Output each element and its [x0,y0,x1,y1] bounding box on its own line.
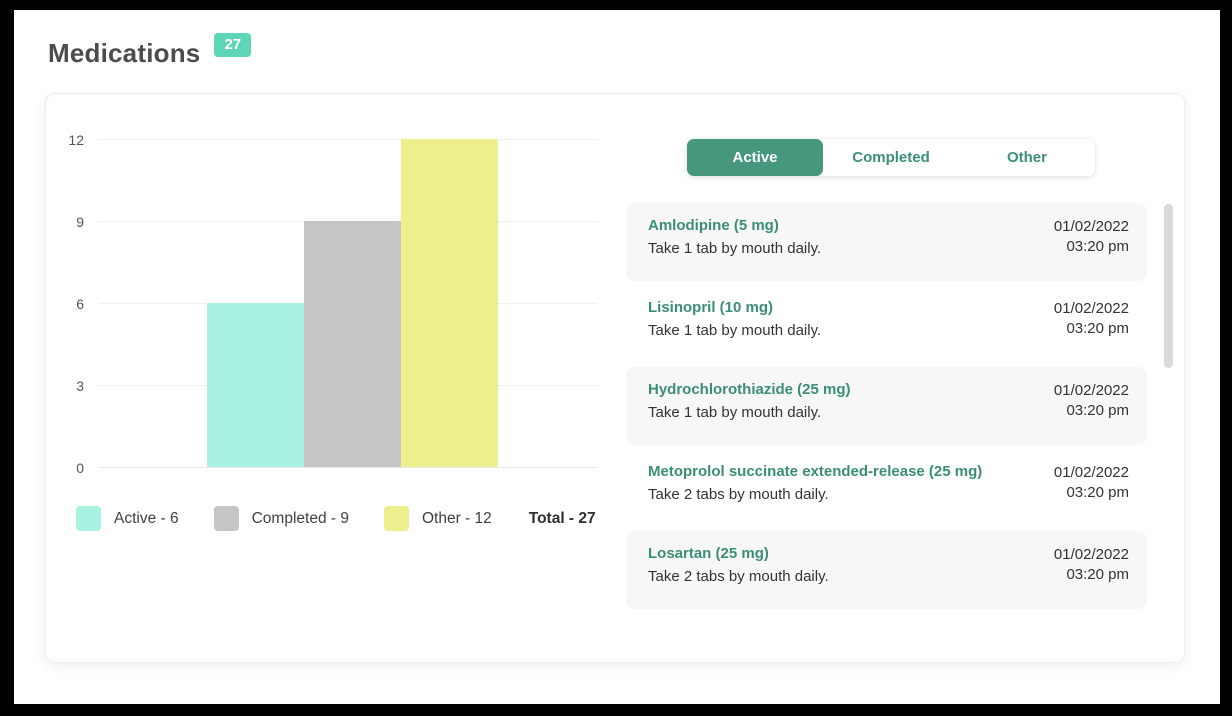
medication-list-item[interactable]: Hydrochlorothiazide (25 mg) Take 1 tab b… [626,367,1147,445]
medications-count-badge: 27 [214,33,252,57]
medication-name[interactable]: Metoprolol succinate extended-release (2… [648,463,983,480]
medication-list: Amlodipine (5 mg) Take 1 tab by mouth da… [626,203,1147,609]
y-tick-label: 9 [76,214,84,230]
medication-info: Losartan (25 mg) Take 2 tabs by mouth da… [648,545,837,609]
legend-swatch-active [76,506,101,531]
legend-item-other: Other - 12 [383,506,492,531]
tab-completed[interactable]: Completed [823,139,959,176]
medication-date: 01/02/2022 [1053,464,1129,481]
medication-name[interactable]: Losartan (25 mg) [648,545,769,562]
medication-date: 01/02/2022 [1053,218,1129,235]
medication-list-item[interactable]: Losartan (25 mg) Take 2 tabs by mouth da… [626,531,1147,609]
medication-name[interactable]: Lisinopril (10 mg) [648,299,774,316]
legend-swatch-other [383,506,409,531]
medication-list-item[interactable]: Metoprolol succinate extended-release (2… [626,449,1147,527]
medication-time: 03:20 pm [1066,402,1129,420]
legend-label: Other - 12 [421,509,492,527]
y-tick-label: 6 [76,296,84,312]
legend-item-active: Active - 6 [76,506,179,531]
medication-instructions: Take 1 tab by mouth daily. [648,240,822,257]
medication-info: Metoprolol succinate extended-release (2… [648,463,990,527]
bar-other [401,139,498,467]
grid-line: 0 [76,460,598,476]
grid-line: 12 [68,132,598,148]
legend-total: Total - 27 [528,509,596,527]
medication-date: 01/02/2022 [1053,300,1129,317]
medication-datetime: 01/02/2022 03:20 pm [1054,381,1129,445]
legend-label: Active - 6 [114,509,179,527]
scrollbar-thumb[interactable] [1164,204,1173,368]
medication-status-tabs: Active Completed Other [687,139,1095,176]
bar-completed [304,221,401,467]
page-title: Medications [48,38,201,68]
medication-info: Amlodipine (5 mg) Take 1 tab by mouth da… [648,217,829,281]
medication-list-item[interactable]: Lisinopril (10 mg) Take 1 tab by mouth d… [626,285,1147,363]
legend-item-completed: Completed - 9 [213,506,349,531]
medication-datetime: 01/02/2022 03:20 pm [1054,463,1129,527]
medication-datetime: 01/02/2022 03:20 pm [1054,545,1129,609]
medication-time: 03:20 pm [1066,238,1129,256]
bar-group [207,139,498,467]
y-tick-label: 3 [76,378,84,394]
medication-list-item[interactable]: Amlodipine (5 mg) Take 1 tab by mouth da… [626,203,1147,281]
page-header: Medications 27 [48,33,252,69]
medication-time: 03:20 pm [1066,566,1129,584]
medication-info: Lisinopril (10 mg) Take 1 tab by mouth d… [648,299,829,363]
legend-swatch-completed [213,506,239,531]
medication-date: 01/02/2022 [1053,382,1129,399]
medication-datetime: 01/02/2022 03:20 pm [1054,217,1129,281]
medication-time: 03:20 pm [1066,484,1129,502]
medication-datetime: 01/02/2022 03:20 pm [1054,299,1129,363]
medication-date: 01/02/2022 [1053,546,1129,563]
legend-label: Completed - 9 [251,509,349,527]
medications-card: 12 9 6 3 0 Active - 6 Completed - 9 Other - … [45,93,1185,663]
medication-time: 03:20 pm [1066,320,1129,338]
tab-active[interactable]: Active [687,139,823,176]
medications-bar-chart: 12 9 6 3 0 [68,132,598,476]
medication-name[interactable]: Amlodipine (5 mg) [648,217,779,234]
medication-info: Hydrochlorothiazide (25 mg) Take 1 tab b… [648,381,859,445]
y-tick-label: 12 [68,132,84,148]
medication-instructions: Take 1 tab by mouth daily. [648,404,822,421]
tab-other[interactable]: Other [959,139,1095,176]
medication-instructions: Take 1 tab by mouth daily. [648,322,822,339]
medication-instructions: Take 2 tabs by mouth daily. [648,486,829,503]
y-tick-label: 0 [76,460,84,476]
medication-instructions: Take 2 tabs by mouth daily. [648,568,829,585]
chart-legend: Active - 6 Completed - 9 Other - 12 Tota… [76,506,624,531]
medication-name[interactable]: Hydrochlorothiazide (25 mg) [648,381,851,398]
bar-active [207,303,304,467]
